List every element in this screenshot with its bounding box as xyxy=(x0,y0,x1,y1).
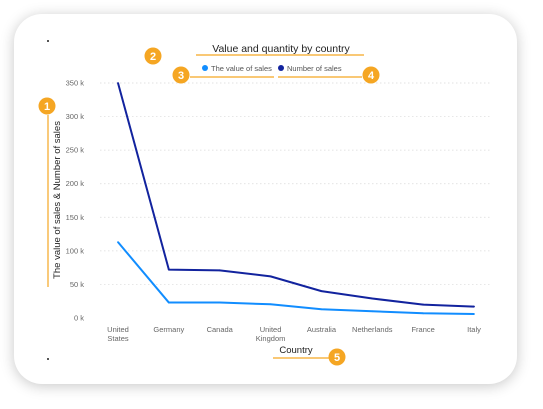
x-axis-label: Country xyxy=(279,345,313,356)
legend: The value of sales Number of sales xyxy=(202,64,342,73)
data-point xyxy=(167,268,170,271)
x-tick-label: Netherlands xyxy=(352,325,393,334)
data-point xyxy=(269,275,272,278)
x-tick-label: United Kingdom xyxy=(256,325,286,343)
y-tick-label: 350 k xyxy=(66,79,85,88)
marker-3: 3 xyxy=(172,66,190,84)
x-tick-label: Italy xyxy=(467,325,481,334)
y-tick-label: 250 k xyxy=(66,146,85,155)
y-axis-label: The value of sales & Number of sales xyxy=(52,121,63,279)
x-axis-ticks: United States Germany Canada United Kingdom Au… xyxy=(107,325,481,343)
chart-title: Value and quantity by country xyxy=(212,43,350,55)
corner-mark xyxy=(47,358,49,360)
data-point xyxy=(422,303,425,306)
series-line-number-of-sales xyxy=(117,82,475,308)
data-point xyxy=(371,310,374,313)
gridlines xyxy=(100,82,492,285)
legend-label-count: Number of sales xyxy=(287,64,342,73)
marker-1: 1 xyxy=(38,97,56,115)
data-point xyxy=(320,308,323,311)
y-tick-label: 0 k xyxy=(74,314,84,323)
x-tick-label: Germany xyxy=(153,325,184,334)
svg-text:3: 3 xyxy=(178,70,184,82)
data-point xyxy=(218,269,221,272)
series-lines xyxy=(117,82,475,315)
svg-text:4: 4 xyxy=(368,70,375,82)
data-point xyxy=(269,303,272,306)
data-point xyxy=(320,290,323,293)
marker-4: 4 xyxy=(362,66,380,84)
y-tick-label: 300 k xyxy=(66,112,85,121)
data-point xyxy=(473,305,475,308)
y-tick-label: 150 k xyxy=(66,213,85,222)
x-tick-label: Australia xyxy=(307,325,337,334)
y-tick-label: 50 k xyxy=(70,280,84,289)
legend-label-value: The value of sales xyxy=(211,64,272,73)
marker-5: 5 xyxy=(328,348,346,366)
series-line-value-of-sales xyxy=(117,241,475,315)
chart-card xyxy=(14,14,517,384)
data-point xyxy=(117,82,119,84)
svg-text:1: 1 xyxy=(44,101,50,113)
corner-mark xyxy=(47,40,49,42)
legend-swatch-value xyxy=(202,65,208,71)
y-axis-ticks: 0 k 50 k 100 k 150 k 200 k 250 k 300 k 350 k xyxy=(66,79,85,323)
data-point xyxy=(167,301,170,304)
y-tick-label: 100 k xyxy=(66,246,85,255)
x-tick-label: Canada xyxy=(207,325,234,334)
data-point xyxy=(371,297,374,300)
y-tick-label: 200 k xyxy=(66,179,85,188)
data-point xyxy=(117,241,119,244)
marker-2: 2 xyxy=(144,47,162,65)
legend-swatch-count xyxy=(278,65,284,71)
svg-text:2: 2 xyxy=(150,51,156,63)
data-point xyxy=(473,313,475,315)
data-point xyxy=(422,312,425,315)
svg-text:5: 5 xyxy=(334,352,340,364)
x-tick-label: United States xyxy=(107,325,129,343)
x-tick-label: France xyxy=(411,325,434,334)
data-point xyxy=(218,301,221,304)
